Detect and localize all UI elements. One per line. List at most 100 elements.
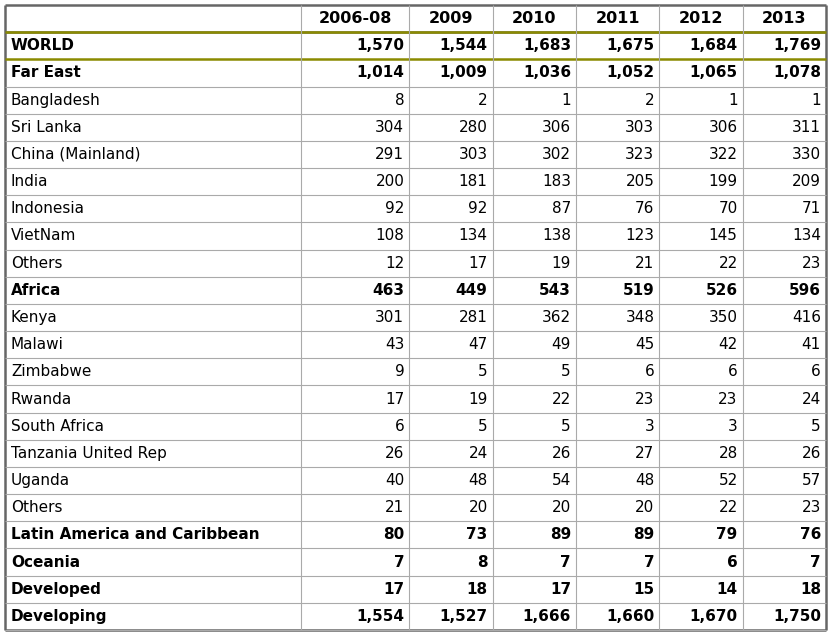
Text: 5: 5 [562,418,571,434]
Text: Kenya: Kenya [11,310,57,325]
Text: 449: 449 [455,283,488,298]
Text: 47: 47 [469,337,488,352]
Text: 52: 52 [719,473,738,488]
Text: 205: 205 [626,174,654,189]
Text: 26: 26 [552,446,571,461]
Text: 311: 311 [792,120,821,135]
Text: WORLD: WORLD [11,38,75,53]
Text: 543: 543 [539,283,571,298]
Text: 1,769: 1,769 [773,38,821,53]
Text: Others: Others [11,500,62,515]
Text: 2012: 2012 [679,11,723,26]
Text: 76: 76 [635,201,654,217]
Text: 350: 350 [709,310,738,325]
Text: 17: 17 [550,582,571,597]
Text: 108: 108 [376,229,405,243]
Text: 134: 134 [792,229,821,243]
Text: 22: 22 [719,500,738,515]
Text: 301: 301 [376,310,405,325]
Text: 57: 57 [802,473,821,488]
Text: South Africa: South Africa [11,418,104,434]
Text: 7: 7 [560,554,571,570]
Text: 54: 54 [552,473,571,488]
Text: 2013: 2013 [762,11,807,26]
Text: 21: 21 [635,256,654,271]
Text: 15: 15 [633,582,654,597]
Text: 6: 6 [727,554,738,570]
Text: 1,544: 1,544 [440,38,488,53]
Text: 17: 17 [469,256,488,271]
Text: 92: 92 [469,201,488,217]
Text: 19: 19 [552,256,571,271]
Text: 526: 526 [706,283,738,298]
Text: 89: 89 [633,528,654,542]
Text: 280: 280 [459,120,488,135]
Text: 12: 12 [385,256,405,271]
Text: 138: 138 [542,229,571,243]
Text: 24: 24 [802,392,821,406]
Text: China (Mainland): China (Mainland) [11,147,140,162]
Text: Bangladesh: Bangladesh [11,93,101,107]
Text: 41: 41 [802,337,821,352]
Text: Malawi: Malawi [11,337,64,352]
Text: 303: 303 [625,120,654,135]
Text: 1,666: 1,666 [523,609,571,624]
Text: Africa: Africa [11,283,61,298]
Text: 20: 20 [635,500,654,515]
Text: 348: 348 [625,310,654,325]
Text: 40: 40 [385,473,405,488]
Text: 1,675: 1,675 [606,38,654,53]
Text: 306: 306 [709,120,738,135]
Text: 20: 20 [469,500,488,515]
Text: 7: 7 [810,554,821,570]
Text: 306: 306 [542,120,571,135]
Text: 1,009: 1,009 [440,65,488,81]
Text: 303: 303 [459,147,488,162]
Text: Latin America and Caribbean: Latin America and Caribbean [11,528,259,542]
Text: 1,750: 1,750 [773,609,821,624]
Text: 23: 23 [802,500,821,515]
Text: 43: 43 [385,337,405,352]
Text: 302: 302 [542,147,571,162]
Text: 18: 18 [466,582,488,597]
Text: 22: 22 [552,392,571,406]
Text: 2006-08: 2006-08 [318,11,392,26]
Text: 42: 42 [719,337,738,352]
Text: 8: 8 [477,554,488,570]
Text: 200: 200 [376,174,405,189]
Text: 145: 145 [709,229,738,243]
Text: 79: 79 [716,528,738,542]
Text: Far East: Far East [11,65,81,81]
Text: 1,554: 1,554 [356,609,405,624]
Text: India: India [11,174,48,189]
Text: Others: Others [11,256,62,271]
Text: 463: 463 [372,283,405,298]
Text: 1,014: 1,014 [356,65,405,81]
Text: 1,670: 1,670 [690,609,738,624]
Text: 519: 519 [622,283,654,298]
Text: 3: 3 [728,418,738,434]
Text: 181: 181 [459,174,488,189]
Text: 7: 7 [644,554,654,570]
Text: 19: 19 [469,392,488,406]
Text: 323: 323 [625,147,654,162]
Text: 1,065: 1,065 [690,65,738,81]
Text: 17: 17 [383,582,405,597]
Text: 7: 7 [394,554,405,570]
Text: 209: 209 [792,174,821,189]
Text: 9: 9 [395,364,405,379]
Text: 2011: 2011 [595,11,640,26]
Text: 48: 48 [635,473,654,488]
Text: 416: 416 [792,310,821,325]
Text: 17: 17 [385,392,405,406]
Text: 183: 183 [542,174,571,189]
Text: 1: 1 [562,93,571,107]
Text: 362: 362 [542,310,571,325]
Text: 22: 22 [719,256,738,271]
Text: 26: 26 [802,446,821,461]
Text: 92: 92 [385,201,405,217]
Text: 5: 5 [562,364,571,379]
Text: 76: 76 [799,528,821,542]
Text: 6: 6 [811,364,821,379]
Text: Sri Lanka: Sri Lanka [11,120,81,135]
